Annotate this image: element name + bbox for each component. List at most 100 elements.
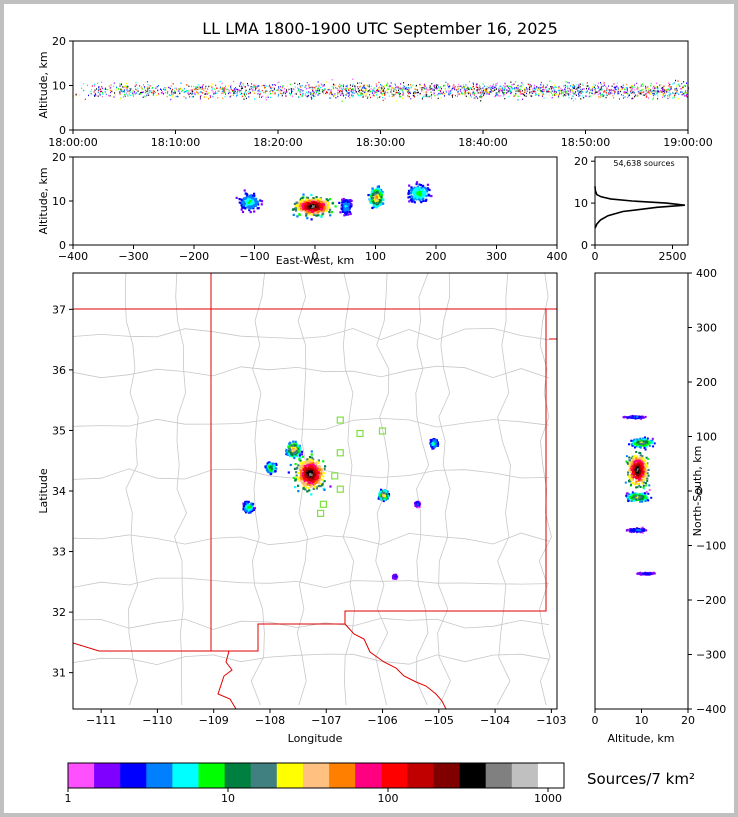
east-west-source	[419, 184, 423, 187]
plan-view-source	[377, 497, 380, 500]
time-height-point	[270, 93, 271, 95]
east-west-source	[251, 204, 254, 207]
time-height-point	[464, 90, 466, 93]
time-height-point	[567, 90, 569, 92]
time-height-point	[388, 88, 390, 90]
time-height-point	[222, 97, 224, 99]
time-height-point	[479, 86, 481, 88]
east-west-source	[408, 184, 411, 187]
time-height-point	[475, 83, 477, 86]
time-height-point	[94, 85, 95, 87]
time-height-point	[217, 97, 219, 99]
time-height-point	[246, 91, 248, 94]
time-height-point	[643, 94, 645, 96]
time-height-point	[254, 86, 256, 88]
time-height-point	[648, 89, 650, 92]
time-height-point	[97, 95, 99, 97]
time-height-point	[181, 90, 183, 93]
time-height-point	[402, 87, 404, 89]
east-west-source	[411, 191, 415, 194]
east-west-source	[350, 203, 353, 206]
time-height-point	[555, 91, 557, 93]
east-west-source	[338, 201, 341, 204]
time-height-point	[387, 83, 389, 86]
east-west-source	[348, 206, 351, 209]
east-west-source	[247, 196, 250, 199]
time-height-point	[332, 92, 334, 94]
time-height-point	[323, 94, 325, 96]
east-west-source	[413, 194, 416, 197]
time-height-point	[519, 90, 521, 93]
plan-view-source	[322, 472, 325, 475]
time-height-point	[670, 86, 672, 88]
time-height-point	[526, 92, 527, 95]
time-height-xtick-label: 18:30:00	[356, 136, 405, 149]
time-height-point	[524, 89, 526, 91]
time-height-point	[587, 85, 589, 87]
time-height-point	[237, 88, 239, 91]
time-height-point	[402, 91, 404, 93]
time-height-point	[203, 96, 205, 98]
plan-view-source	[294, 446, 297, 449]
time-height-point	[195, 88, 197, 91]
time-height-point	[513, 94, 514, 96]
time-height-point	[626, 87, 628, 89]
plan-view-source	[303, 479, 306, 482]
county-line	[73, 577, 550, 589]
east-west-xlabel: East-West, km	[276, 254, 354, 267]
time-height-point	[305, 84, 307, 87]
time-height-point	[395, 84, 396, 87]
time-height-point	[428, 87, 430, 89]
time-height-point	[655, 87, 657, 90]
time-height-ytick-label: 20	[52, 35, 66, 48]
time-height-point	[680, 88, 682, 90]
time-height-point	[111, 90, 113, 92]
east-west-source	[306, 196, 310, 199]
plan-view-source	[309, 484, 312, 487]
east-west-source	[420, 189, 423, 192]
plan-view-source	[266, 469, 269, 472]
time-height-point	[514, 94, 516, 96]
plan-view-source	[381, 491, 384, 494]
time-height-point	[340, 84, 342, 86]
time-height-point	[504, 97, 506, 100]
time-height-point	[354, 85, 356, 87]
time-height-point	[305, 91, 307, 93]
plan-view-source	[380, 488, 383, 491]
time-height-point	[580, 92, 582, 95]
time-height-point	[496, 92, 498, 94]
time-height-point	[315, 85, 317, 88]
time-height-point	[318, 84, 320, 87]
time-height-point	[102, 92, 103, 94]
time-height-point	[410, 84, 412, 86]
time-height-point	[548, 90, 550, 92]
time-height-point	[361, 87, 363, 89]
time-height-point	[469, 92, 471, 94]
plan-view-source	[309, 468, 312, 471]
time-height-point	[540, 84, 542, 86]
time-height-point	[243, 98, 245, 100]
time-height-point	[222, 88, 224, 90]
east-west-source	[308, 213, 311, 216]
time-height-point	[127, 95, 129, 97]
time-height-point	[431, 87, 433, 90]
time-height-point	[423, 87, 425, 89]
time-height-point	[578, 84, 580, 87]
east-west-source	[243, 201, 246, 204]
time-height-point	[113, 85, 115, 88]
plan-view-source	[312, 483, 315, 486]
plan-view-source	[300, 461, 303, 464]
time-height-point	[200, 86, 202, 89]
time-height-point	[340, 87, 342, 90]
time-height-point	[449, 90, 451, 93]
time-height-point	[650, 89, 652, 91]
time-height-point	[437, 97, 439, 100]
time-height-point	[214, 92, 216, 95]
plan-view-source	[275, 467, 278, 470]
time-height-point	[605, 85, 607, 88]
time-height-point	[588, 88, 590, 90]
time-height-point	[483, 88, 485, 91]
east-west-source	[310, 193, 313, 196]
time-height-point	[411, 85, 413, 87]
time-height-point	[495, 83, 497, 85]
